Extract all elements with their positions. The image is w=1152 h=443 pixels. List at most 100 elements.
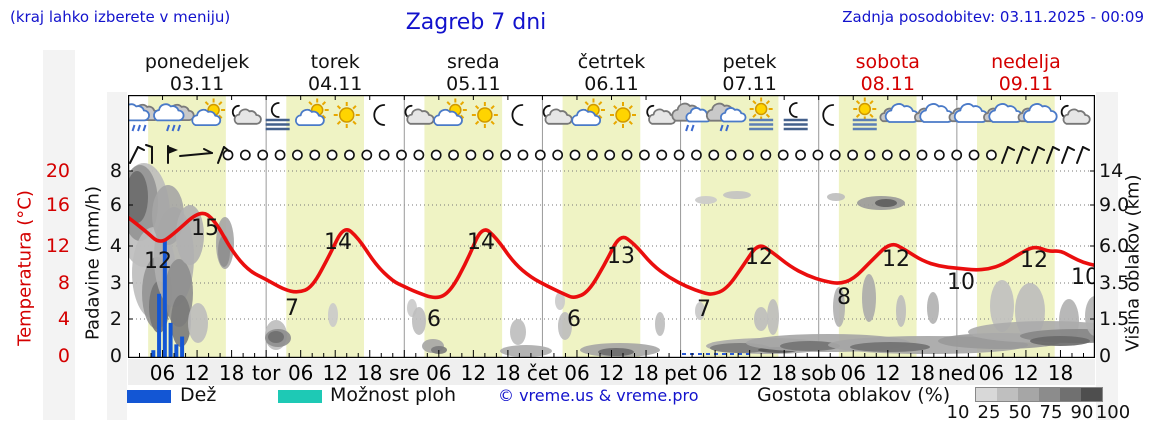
- weather-icon-suncloud: [191, 98, 226, 126]
- calm-wind-icon: [430, 149, 442, 161]
- rain-legend-label: Dež: [180, 384, 217, 406]
- xaxis-band: [128, 359, 1095, 385]
- copyright-link[interactable]: © vreme.us & vreme.pro: [498, 386, 699, 405]
- hour-label: 06: [840, 361, 866, 385]
- day-date: 06.11: [584, 73, 639, 95]
- calm-wind-icon: [847, 149, 858, 161]
- day-abbr-label: sre: [389, 361, 420, 385]
- cloud-shading: [927, 292, 939, 324]
- temperature-value: 10: [947, 270, 975, 295]
- temperature-value: 15: [191, 216, 219, 241]
- temp-tick: 16: [45, 194, 70, 216]
- hour-label: 06: [149, 361, 176, 385]
- calm-wind-icon: [569, 149, 581, 161]
- calm-wind-icon: [413, 149, 425, 161]
- weather-icon-suncloud: [571, 98, 605, 126]
- density-shade: [1018, 388, 1039, 401]
- cloud-shading: [695, 196, 717, 204]
- weather-icon-suncloud: [433, 98, 467, 126]
- weather-icon-mooncloud: [646, 104, 677, 125]
- weather-icon-mooncloud: [1060, 104, 1091, 125]
- density-tick-label: 10: [946, 402, 970, 423]
- calm-wind-icon: [795, 149, 806, 161]
- precip-tick: 0: [109, 345, 122, 367]
- daylight-band: [424, 95, 503, 358]
- day-header-08.11: sobota 08.11: [819, 51, 957, 95]
- daylight-band: [562, 95, 641, 358]
- calm-wind-icon: [344, 149, 355, 161]
- calm-wind-icon: [881, 149, 893, 161]
- temperature-value: 12: [1020, 248, 1048, 273]
- wind-barbs-end: [1001, 146, 1090, 164]
- day-date: 03.11: [169, 73, 225, 95]
- cloud-shading: [126, 171, 148, 223]
- day-abbr-label: sob: [801, 361, 837, 385]
- cloud-density-label: Gostota oblakov (%): [757, 384, 951, 406]
- last-update: Zadnja posodobitev: 03.11.2025 - 00:09: [842, 8, 1144, 26]
- rain-bar: [168, 322, 173, 358]
- weather-icon-sun: [471, 102, 498, 128]
- cloud-shading: [510, 319, 526, 345]
- menu-hint: (kraj lahko izberete v meniju): [10, 8, 231, 26]
- day-name: petek: [722, 51, 777, 73]
- cloud-shading: [862, 274, 876, 322]
- rain-bar: [151, 350, 156, 358]
- cloud-shading: [268, 331, 284, 343]
- calm-wind-icon: [968, 149, 980, 161]
- calm-wind-icon: [777, 149, 789, 161]
- rain-bar: [174, 344, 179, 358]
- showers-legend-swatch: [278, 390, 322, 403]
- calm-wind-icon: [760, 149, 772, 161]
- temperature-value: 6: [427, 307, 441, 332]
- cloud-shading: [723, 191, 751, 199]
- temperature-value: 8: [837, 285, 851, 310]
- hour-label: 06: [564, 361, 590, 385]
- left-strip-inner: [107, 92, 127, 420]
- day-date: 09.11: [998, 73, 1054, 95]
- day-date: 05.11: [446, 73, 501, 95]
- calm-wind-icon: [951, 149, 963, 161]
- cloud-shading: [188, 303, 208, 343]
- hour-label: 06: [702, 361, 728, 385]
- precip-tick: 3: [109, 272, 122, 294]
- weather-icon-sun: [333, 102, 360, 128]
- calm-wind-icon: [222, 149, 234, 161]
- cloud-shading: [176, 205, 204, 265]
- day-abbr-label: čet: [526, 361, 558, 385]
- cloud-shading: [171, 295, 191, 347]
- cloud-shading: [850, 342, 930, 352]
- cloud-density-scale: [975, 387, 1103, 402]
- day-abbr-label: tor: [251, 361, 281, 385]
- temperature-value: 7: [285, 296, 299, 321]
- cloud-shading: [598, 348, 634, 356]
- precip-tick: 4: [109, 235, 122, 257]
- cloud-shading: [833, 287, 845, 327]
- calm-wind-icon: [500, 149, 511, 161]
- calm-wind-icon: [517, 149, 529, 161]
- cloud-tick: 14: [1099, 160, 1124, 182]
- rain-legend-swatch: [127, 390, 171, 403]
- day-header-04.11: torek 04.11: [266, 51, 404, 95]
- weather-icon-rain: [153, 103, 195, 132]
- cloud-shading: [990, 280, 1014, 332]
- calm-wind-icon: [239, 149, 251, 161]
- temperature-value: 14: [467, 230, 495, 255]
- cloud-shading: [695, 302, 705, 320]
- calm-wind-icon: [829, 149, 841, 161]
- calm-wind-icon: [465, 149, 477, 161]
- calm-wind-icon: [361, 149, 373, 161]
- chart-svg: 12 15 7 14 6 14 6 13 7 12 8 12 10 12 10: [118, 94, 1140, 359]
- hour-label: 18: [495, 361, 521, 385]
- day-header-03.11: ponedeljek 03.11: [128, 51, 266, 95]
- temperature-value: 14: [324, 230, 352, 255]
- hour-label: 18: [357, 361, 383, 385]
- hour-label: 12: [598, 361, 625, 385]
- day-date: 04.11: [308, 73, 363, 95]
- hour-label: 18: [909, 361, 936, 385]
- weather-icon-cloud: [1017, 103, 1058, 123]
- cloud-shading: [754, 307, 768, 331]
- calm-wind-icon: [899, 149, 911, 161]
- cloud-shading: [655, 312, 665, 336]
- cloud-tick: 0: [1099, 345, 1112, 367]
